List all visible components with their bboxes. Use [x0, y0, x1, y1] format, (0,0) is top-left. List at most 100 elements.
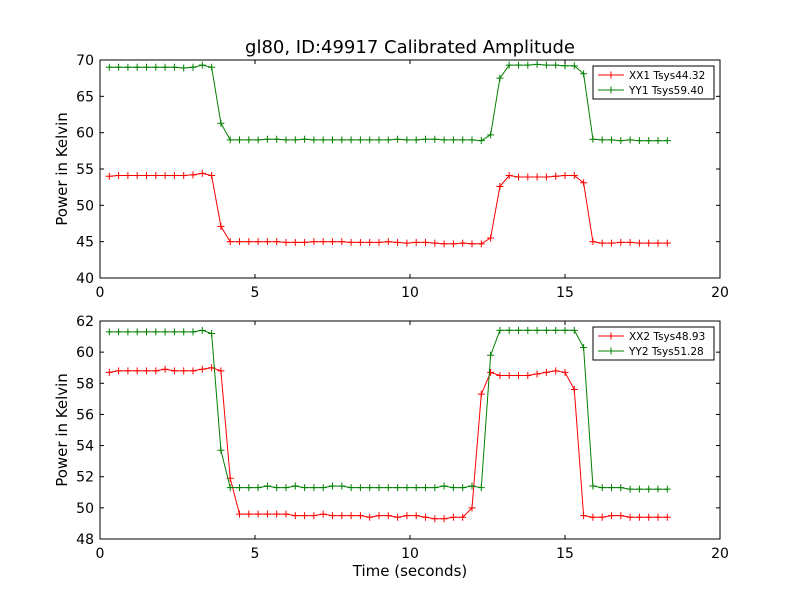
- data-point: [635, 239, 643, 247]
- data-point: [338, 512, 346, 520]
- legend-label: YY1 Tsys59.40: [628, 85, 704, 97]
- x-tick-label: 15: [556, 285, 574, 301]
- data-point: [338, 136, 346, 144]
- data-point: [552, 367, 560, 375]
- data-point: [152, 63, 160, 71]
- data-point: [208, 172, 216, 180]
- data-point: [143, 367, 150, 375]
- data-point: [310, 136, 318, 144]
- data-point: [254, 238, 262, 246]
- data-point: [375, 238, 383, 246]
- data-point: [254, 510, 262, 518]
- series-line-2-2: [109, 329, 668, 490]
- data-point: [310, 238, 318, 246]
- data-point: [617, 512, 625, 520]
- data-point: [263, 510, 271, 518]
- data-point: [580, 343, 588, 351]
- data-point: [133, 63, 141, 71]
- data-point: [152, 172, 160, 180]
- data-point: [124, 328, 132, 336]
- data-point: [542, 368, 550, 376]
- data-point: [394, 135, 402, 143]
- data-point: [310, 484, 318, 492]
- legend-label: XX2 Tsys48.93: [629, 331, 705, 343]
- data-point: [115, 172, 123, 180]
- y-tick-label: 50: [76, 501, 94, 517]
- data-point: [133, 367, 141, 375]
- data-point: [524, 61, 532, 69]
- data-point: [515, 372, 522, 379]
- data-point: [403, 136, 411, 144]
- data-point: [459, 484, 467, 492]
- data-point: [301, 512, 309, 520]
- y-axis-label: Power in Kelvin: [53, 112, 71, 226]
- data-point: [552, 61, 560, 69]
- data-point: [366, 513, 374, 521]
- data-point: [245, 136, 253, 144]
- data-point: [496, 74, 504, 82]
- data-point: [524, 173, 532, 181]
- data-point: [152, 328, 160, 336]
- data-point: [524, 326, 532, 334]
- data-point: [440, 240, 448, 248]
- data-point: [617, 137, 625, 145]
- y-tick-label: 60: [76, 345, 94, 361]
- data-point: [124, 367, 132, 375]
- legend-label: XX1 Tsys44.32: [629, 70, 705, 82]
- data-point: [217, 446, 225, 454]
- data-point: [329, 512, 336, 520]
- data-point: [533, 60, 541, 68]
- data-point: [273, 238, 281, 246]
- data-point: [412, 512, 420, 520]
- data-point: [449, 513, 457, 521]
- data-point: [515, 173, 522, 181]
- data-point: [598, 136, 606, 144]
- data-point: [236, 484, 243, 492]
- data-point: [375, 512, 383, 520]
- data-point: [403, 239, 411, 247]
- data-point: [301, 484, 309, 492]
- data-point: [356, 484, 364, 492]
- data-point: [273, 510, 281, 518]
- data-point: [301, 238, 309, 246]
- data-point: [542, 61, 550, 69]
- data-point: [291, 482, 299, 490]
- data-point: [291, 512, 299, 520]
- data-point: [645, 239, 653, 247]
- data-point: [654, 513, 662, 521]
- data-point: [319, 510, 327, 518]
- data-point: [422, 238, 429, 246]
- data-point: [570, 386, 578, 394]
- data-point: [626, 513, 634, 521]
- data-point: [329, 238, 336, 246]
- bottom-panel: 0 5 10 15 20 48 50 52 54 56 58 60 62 Power in Kelvin X…: [53, 314, 729, 562]
- x-tick-label: 15: [556, 546, 574, 562]
- data-point: [319, 238, 327, 246]
- legend: XX2 Tsys48.93 YY2 Tsys51.28: [592, 326, 715, 361]
- data-point: [180, 64, 188, 72]
- data-point: [608, 484, 615, 492]
- data-point: [505, 326, 513, 334]
- data-point: [505, 61, 513, 69]
- x-tick-label: 0: [96, 285, 105, 301]
- data-point: [617, 238, 625, 246]
- data-point: [422, 513, 429, 521]
- data-point: [542, 173, 550, 181]
- data-point: [189, 328, 197, 336]
- data-point: [608, 239, 615, 247]
- data-point: [617, 484, 625, 492]
- data-point: [431, 135, 439, 143]
- data-point: [161, 172, 169, 180]
- y-tick-label: 48: [76, 532, 94, 548]
- data-point: [329, 136, 336, 144]
- data-point: [468, 240, 476, 248]
- data-point: [487, 351, 495, 359]
- data-point: [449, 484, 457, 492]
- data-point: [570, 326, 578, 334]
- data-point: [384, 136, 392, 144]
- x-tick-label: 20: [711, 285, 729, 301]
- data-point: [124, 172, 132, 180]
- data-point: [496, 372, 504, 379]
- data-point: [635, 137, 643, 145]
- data-point: [217, 119, 225, 127]
